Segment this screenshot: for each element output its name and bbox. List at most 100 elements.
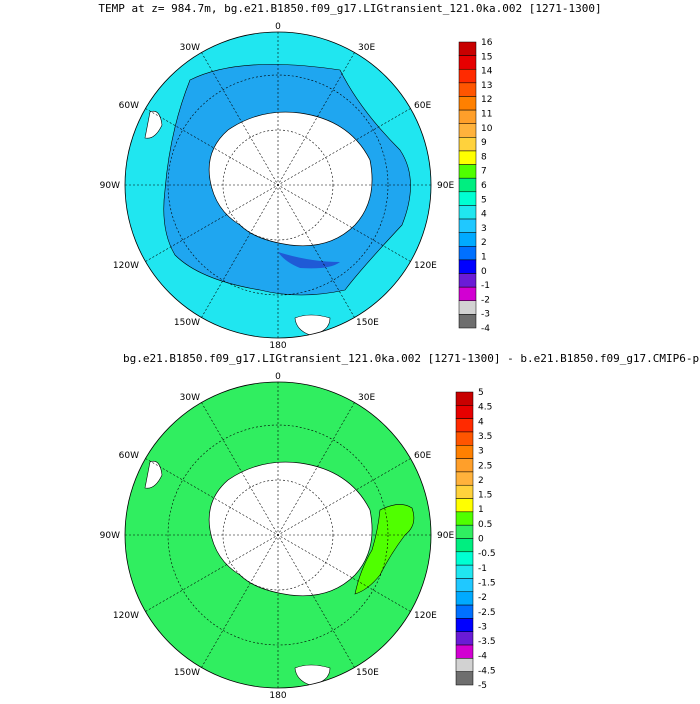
panel2-colorbar: 5 4.5 4 3.5 3 2.5 2 1.5 1 0.5 0 -0.5 -1 -1.5 -2 -2.5 -3 -…	[455, 388, 496, 691]
panel1-colorbar-label: 3	[481, 224, 487, 234]
panel2-colorbar-label: 1.5	[478, 491, 492, 501]
panel2-south-america	[144, 461, 163, 489]
panel2: 0 30E 60E 90E 120E 150E 180 150W 120W 90…	[0, 350, 700, 701]
panel1-colorbar-label: 10	[481, 124, 493, 134]
panel1-map-field	[125, 32, 431, 338]
panel2-colorbar-swatch	[455, 564, 474, 579]
panel2-lon-120w: 120W	[113, 611, 139, 621]
panel1-colorbar-swatch	[458, 164, 477, 179]
panel2-colorbar-label: 5	[478, 388, 484, 398]
panel1-colorbar-swatch	[458, 205, 477, 220]
panel1-colorbar-label: -4	[481, 324, 490, 334]
panel1-colorbar-label: 4	[481, 210, 487, 220]
panel2-colorbar-swatch	[455, 524, 474, 539]
panel2-colorbar-swatch	[455, 471, 474, 486]
panel1-colorbar-label: 15	[481, 52, 492, 62]
panel1-colorbar-swatch	[458, 41, 477, 56]
panel2-colorbar-label: 2.5	[478, 461, 492, 471]
panel1-lon-150w: 150W	[174, 318, 200, 328]
panel2-colorbar-swatch	[455, 498, 474, 513]
panel2-colorbar-label: -3.5	[478, 637, 496, 647]
panel1-lon-120e: 120E	[414, 261, 437, 271]
panel1: 0 30E 60E 90E 120E 150E 180 150W 120W 90…	[0, 0, 700, 351]
panel1-colorbar-swatch	[458, 273, 477, 288]
panel2-colorbar-label: 3	[478, 447, 484, 457]
panel2-colorbar-label: -2.5	[478, 608, 496, 618]
panel2-colorbar-swatch	[455, 405, 474, 419]
panel1-ocean-deep	[278, 252, 340, 269]
panel2-colorbar-label: -4.5	[478, 666, 496, 676]
panel2-graticule	[125, 382, 431, 688]
panel2-map-border	[124, 381, 432, 689]
panel2-antarctica	[208, 461, 373, 597]
panel1-colorbar-label: 1	[481, 253, 487, 263]
panel2-colorbar-swatch	[455, 538, 474, 553]
panel2-colorbar-swatch	[455, 671, 474, 686]
panel2-colorbar-swatch	[455, 391, 474, 406]
panel2-lon-180: 180	[269, 691, 286, 700]
panel1-lon-180: 180	[269, 341, 286, 350]
panel1-new-zealand	[294, 314, 331, 336]
panel1-colorbar-swatch	[458, 314, 477, 329]
panel2-colorbar-label: -5	[478, 681, 487, 691]
panel2-colorbar-label: 0	[478, 535, 484, 545]
panel1-colorbar-label: -2	[481, 295, 490, 305]
panel1-colorbar-label: -1	[481, 281, 490, 291]
panel2-anomaly-patch	[354, 504, 415, 595]
panel2-colorbar-label: 1	[478, 505, 484, 515]
panel2-colorbar-swatch	[455, 445, 474, 459]
panel2-colorbar-swatch	[455, 418, 474, 433]
panel1-colorbar-label: 6	[481, 181, 487, 191]
panel1-graticule	[125, 32, 431, 338]
panel1-colorbar-label: 9	[481, 138, 487, 148]
panel2-colorbar-label: -0.5	[478, 549, 496, 559]
panel1-colorbar-label: 11	[481, 110, 492, 120]
panel1-colorbar-swatch	[458, 232, 477, 247]
panel2-lon-30e: 30E	[358, 393, 375, 403]
panel1-lon-90e: 90E	[437, 181, 454, 191]
panel1-lon-30e: 30E	[358, 43, 375, 53]
panel1-colorbar-swatch	[458, 218, 477, 233]
panel2-colorbar-swatch	[455, 631, 474, 646]
panel2-colorbar-label: 3.5	[478, 432, 492, 442]
panel1-colorbar-swatch	[458, 55, 477, 70]
panel1-colorbar-label: 12	[481, 95, 492, 105]
panel2-colorbar-swatch	[455, 591, 474, 606]
panel1-lon-150e: 150E	[356, 318, 379, 328]
panel2-colorbar-label: 2	[478, 476, 484, 486]
panel2-colorbar-label: 4	[478, 417, 484, 427]
panel2-colorbar-label: -2	[478, 593, 487, 603]
panel2-colorbar-label: 4.5	[478, 403, 492, 413]
panel2-map-svg: 0 30E 60E 90E 120E 150E 180 150W 120W 90…	[100, 372, 496, 701]
panel1-lon-30w: 30W	[180, 43, 200, 53]
panel2-colorbar-label: 0.5	[478, 520, 492, 530]
panel1-colorbar-swatch	[458, 82, 477, 97]
panel2-colorbar-label: -1.5	[478, 578, 496, 588]
panel2-title: bg.e21.B1850.f09_g17.LIGtransient_121.0k…	[123, 352, 700, 365]
panel1-colorbar-swatch	[458, 123, 477, 138]
panel2-map-field	[125, 382, 431, 688]
panel2-colorbar-label: -4	[478, 652, 487, 662]
panel1-colorbar-label: 8	[481, 152, 487, 162]
panel1-colorbar-swatch	[458, 286, 477, 302]
panel1-colorbar-label: 2	[481, 238, 487, 248]
panel1-lon-60e: 60E	[414, 101, 431, 111]
panel2-new-zealand	[294, 664, 331, 686]
panel2-colorbar-swatch	[455, 484, 474, 499]
panel1-colorbar-swatch	[458, 246, 477, 261]
panel1-colorbar-swatch	[458, 109, 477, 124]
panel1-south-america	[144, 111, 163, 139]
panel2-colorbar-label: -1	[478, 564, 487, 574]
panel1-colorbar-label: -3	[481, 310, 490, 320]
panel2-lon-120e: 120E	[414, 611, 437, 621]
panel2-lon-150w: 150W	[174, 668, 200, 678]
panel1-colorbar-swatch	[458, 150, 477, 165]
panel1-map-border	[124, 31, 432, 339]
panel2-colorbar-swatch	[455, 578, 474, 593]
panel2-colorbar-swatch	[455, 644, 474, 659]
panel1-colorbar-label: 5	[481, 195, 487, 205]
panel2-lon-90w: 90W	[100, 531, 120, 541]
panel2-lon-60w: 60W	[119, 451, 139, 461]
panel1-lon-0: 0	[275, 22, 281, 32]
